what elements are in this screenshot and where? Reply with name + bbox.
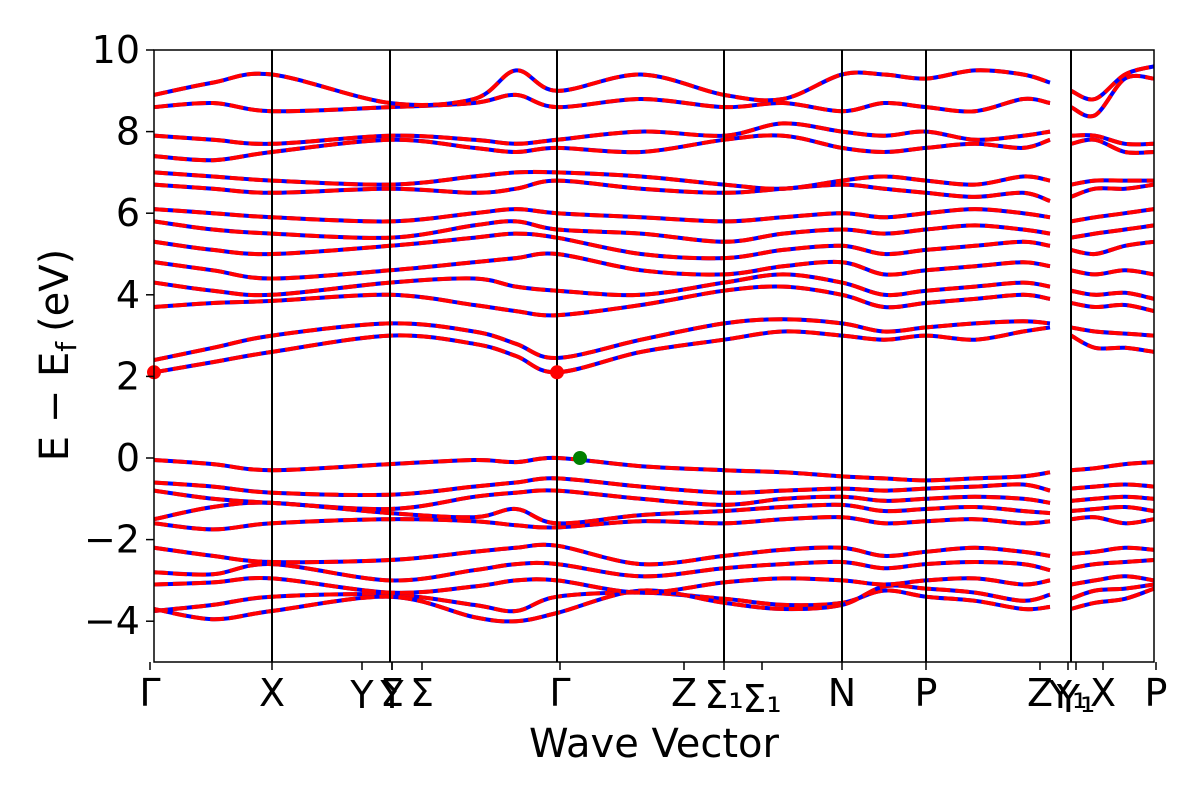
band-line-down [153, 317, 1051, 363]
x-kpoint-label: X [1090, 671, 1116, 715]
band-line-down [1070, 182, 1155, 199]
band-line-down [153, 207, 1051, 224]
band-line-down [1070, 482, 1155, 491]
band-line-down [1070, 223, 1155, 240]
band-line-down [1070, 288, 1155, 301]
band-line-down [1070, 137, 1155, 155]
band-line-down [153, 559, 1051, 583]
band-line-down [1070, 73, 1155, 119]
y-tick-label: 2 [116, 354, 140, 398]
extremum-marker [573, 451, 587, 465]
y-axis-ticks: 10 8 6 4 2 0 −2 −4 [84, 28, 154, 643]
band-line-down [1070, 325, 1155, 338]
y-tick-label: 0 [116, 436, 140, 480]
band-line-down [153, 542, 1051, 567]
band-line-down [1070, 494, 1155, 503]
band-line-down [153, 178, 1051, 203]
band-line-down [1070, 545, 1155, 556]
kpoint-lines [271, 50, 1072, 662]
band-line-up [153, 317, 1051, 363]
band-line-down [1070, 300, 1155, 314]
x-kpoint-label: Y [379, 673, 404, 717]
band-line-down [1070, 558, 1155, 571]
x-kpoint-label: X [259, 671, 285, 715]
band-line-down [1070, 582, 1155, 601]
y-tick-label: 10 [92, 28, 140, 72]
band-line-down [1070, 64, 1155, 102]
band-line-down [153, 476, 1051, 497]
x-kpoint-label: P [1145, 671, 1168, 715]
band-line-down [153, 488, 1051, 512]
x-kpoint-label: Z [1027, 671, 1053, 715]
band-line-down [1070, 586, 1155, 611]
y-tick-label: 8 [116, 110, 140, 154]
band-line-down [153, 272, 1051, 298]
x-kpoint-label: Σ₁ [742, 677, 781, 721]
extremum-marker [550, 365, 564, 380]
band-line-down [153, 583, 1051, 624]
bands-layer [153, 64, 1155, 624]
band-line-down [1070, 515, 1155, 526]
x-kpoint-label: P [915, 671, 938, 715]
x-kpoint-label: Σ₁ [704, 673, 743, 717]
band-line-down [1070, 574, 1155, 587]
band-line-down [153, 133, 1051, 163]
x-kpoint-label: Y₁ [1056, 677, 1095, 721]
y-tick-label: 6 [116, 191, 140, 235]
band-line-down [1070, 178, 1154, 187]
band-line-down [1070, 333, 1155, 354]
x-kpoint-label: Γ [139, 671, 160, 715]
band-line-up [153, 583, 1051, 624]
extrema-markers [147, 365, 587, 465]
band-line-down [153, 325, 1051, 375]
y-tick-label: −2 [84, 518, 140, 562]
y-tick-label: 4 [116, 273, 140, 317]
band-line-down [153, 576, 1051, 595]
x-axis-label: Wave Vector [529, 721, 780, 767]
band-line-down [1070, 268, 1155, 277]
x-kpoint-label: Y₁ [1048, 673, 1087, 717]
band-line-down [153, 68, 1051, 107]
band-line-down [153, 169, 1051, 191]
plot-frame [153, 49, 1155, 663]
band-line-up [153, 251, 1051, 281]
band-line-down [1070, 239, 1155, 257]
band-line-up [153, 92, 1051, 114]
x-kpoint-label: Σ [410, 671, 434, 715]
band-line-down [153, 284, 1051, 318]
x-kpoint-label: Σ [380, 671, 404, 715]
band-line-down [153, 121, 1051, 146]
x-kpoint-label: Γ [549, 671, 570, 715]
band-line-down [153, 251, 1051, 281]
y-axis-label: E − Ef(eV) [32, 249, 83, 462]
band-line-down [1070, 504, 1155, 514]
band-line-down [153, 219, 1051, 244]
band-line-down [1070, 460, 1155, 473]
band-line-down [1070, 133, 1155, 147]
band-line-down [153, 455, 1051, 483]
x-kpoint-label: Z [671, 671, 697, 715]
x-kpoint-label: N [828, 671, 856, 715]
band-line-down [153, 231, 1051, 261]
band-line-down [1070, 207, 1155, 224]
band-line-down [153, 92, 1051, 114]
x-kpoint-label: Y [349, 673, 374, 717]
band-line-down [153, 515, 1051, 532]
y-tick-label: −4 [84, 599, 140, 643]
